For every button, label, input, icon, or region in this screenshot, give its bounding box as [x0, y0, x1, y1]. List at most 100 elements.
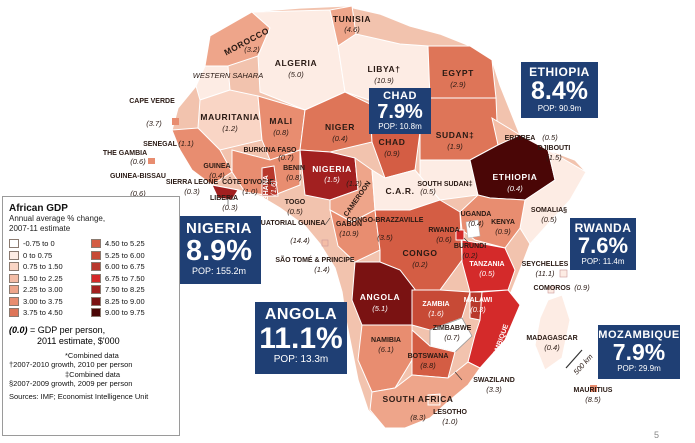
country-gdp: (11.1): [535, 269, 555, 278]
callout-angola: ANGOLA 11.1% POP: 13.3m: [255, 302, 347, 374]
country-gdp: (0.4): [507, 184, 523, 193]
legend-swatch: [91, 285, 101, 295]
callout-value: 11.1%: [259, 322, 343, 355]
country-name: NAMIBIA: [371, 337, 401, 344]
country-name: SEYCHELLES: [522, 261, 569, 268]
callout-rwanda: RWANDA 7.6% POP: 11.4m: [570, 218, 636, 270]
cape-verde-marker: [172, 118, 179, 125]
region-lesotho: [427, 393, 441, 406]
country-name: MALAWI: [464, 297, 492, 304]
gdp-note-key: (0.0): [9, 324, 28, 335]
country-name: COMOROS: [534, 285, 571, 292]
country-gdp: (4.6): [344, 25, 360, 34]
legend-label: 6.75 to 7.50: [105, 273, 145, 283]
country-gdp: (1.0): [442, 417, 458, 426]
country-name: BENIN: [283, 165, 305, 172]
gdp-note-text: = GDP per person,: [30, 324, 106, 335]
country-name: KENYA: [491, 219, 515, 226]
country-gdp: (1.1): [178, 139, 194, 148]
country-gdp: (1.2): [346, 179, 362, 188]
country-name: EQUATORIAL GUINEA: [251, 220, 326, 227]
country-gdp: (0.9): [384, 149, 400, 158]
legend-item: 8.25 to 9.00: [91, 296, 173, 308]
legend-swatch: [9, 262, 19, 272]
country-gdp: (0.3): [222, 203, 238, 212]
legend-title: African GDP: [9, 203, 68, 214]
legend-label: 9.00 to 9.75: [105, 308, 145, 318]
legend-panel: African GDP Annual average % change, 200…: [2, 196, 180, 436]
country-name: GUINEA: [203, 163, 230, 170]
country-gdp: (0.5): [420, 187, 436, 196]
callout-ethiopia: ETHIOPIA 8.4% POP: 90.9m: [521, 62, 598, 118]
legend-swatch: [91, 239, 101, 249]
legend-swatch: [9, 250, 19, 260]
legend-label: -0.75 to 0: [23, 239, 55, 249]
legend-swatch: [91, 262, 101, 272]
footnote: †2007-2010 growth, 2010 per person: [9, 360, 133, 369]
legend-swatch: [9, 239, 19, 249]
country-name: SOUTH SUDAN‡: [417, 181, 472, 188]
legend-subtitle: 2007-11 estimate: [9, 224, 71, 233]
country-gdp: (0.6): [130, 189, 146, 198]
country-gdp: (0.8): [286, 173, 302, 182]
legend-item: 5.25 to 6.00: [91, 250, 173, 262]
legend-swatch: [9, 308, 19, 318]
country-gdp: (0.6): [436, 235, 452, 244]
country-name: CONGO: [402, 248, 437, 258]
country-gdp: (0.5): [542, 133, 558, 142]
country-name: CÔTE D'IVOIRE: [222, 177, 274, 186]
country-gdp: (0.3): [184, 187, 200, 196]
country-gdp: (1.9): [447, 142, 463, 151]
legend-item: 3.75 to 4.50: [9, 307, 91, 319]
legend-subtitle: Annual average % change,: [9, 214, 106, 223]
country-gdp: (0.3): [470, 305, 486, 314]
leader-eq-guinea: [324, 217, 331, 226]
legend-item: -0.75 to 0: [9, 238, 91, 250]
country-name: SOUTH AFRICA: [382, 394, 453, 404]
callout-name: MOZAMBIQUE: [598, 329, 680, 341]
callout-pop: POP: 29.9m: [617, 364, 661, 373]
country-gdp: (0.4): [209, 171, 225, 180]
country-labels: TUNISIA (4.6) MOROCCO (3.2) ALGERIA (5.0…: [103, 14, 613, 426]
country-name: MAURITIUS: [574, 387, 613, 394]
callout-chad: CHAD 7.9% POP: 10.8m: [369, 88, 431, 134]
region-zimbabwe: [429, 317, 473, 353]
country-gdp: (3.5): [377, 233, 393, 242]
legend-label: 3.75 to 4.50: [23, 308, 63, 318]
country-gdp: (1.0): [242, 187, 258, 196]
country-gdp: (8.8): [420, 361, 436, 370]
country-gdp: (8.3): [410, 413, 426, 422]
region-somalia: [519, 148, 587, 245]
country-gdp: (0.8): [273, 128, 289, 137]
country-name: EGYPT: [442, 68, 474, 78]
country-name: NIGERIA: [312, 164, 352, 174]
country-gdp: (0.5): [287, 207, 303, 216]
region-lake-victoria: [465, 219, 481, 239]
callout-pop: POP: 13.3m: [273, 354, 329, 365]
scale-bar: [565, 349, 583, 369]
region-liberia: [211, 184, 239, 201]
callout-value: 7.9%: [377, 101, 423, 123]
country-name: SIERRA LEONE: [166, 179, 219, 186]
legend-swatch: [9, 273, 19, 283]
legend-label: 0 to 0.75: [23, 250, 53, 260]
legend-item: 4.50 to 5.25: [91, 238, 173, 250]
country-name: GABON: [336, 221, 362, 228]
country-gdp: (14.4): [290, 236, 310, 245]
country-name: ZIMBABWE: [433, 325, 472, 332]
country-gdp: (3.3): [486, 385, 502, 394]
country-name: CAPE VERDE: [129, 98, 175, 105]
legend-bins: -0.75 to 0 0 to 0.75 0.75 to 1.50 1.50 t…: [9, 238, 173, 319]
region-south-africa: [369, 361, 481, 429]
country-name: GUINEA-BISSAU: [110, 173, 166, 180]
country-name: ALGERIA: [275, 58, 317, 68]
country-name: MAURITANIA: [200, 112, 259, 122]
seychelles-marker: [559, 269, 568, 278]
country-gdp: (3.7): [146, 119, 162, 128]
legend-label: 1.50 to 2.25: [23, 273, 63, 283]
legend-column: 4.50 to 5.25 5.25 to 6.00 6.00 to 6.75 6…: [91, 238, 173, 319]
callout-value: 8.9%: [185, 235, 253, 267]
country-gdp: (1.5): [546, 153, 562, 162]
country-gdp: (0.7): [444, 333, 460, 342]
